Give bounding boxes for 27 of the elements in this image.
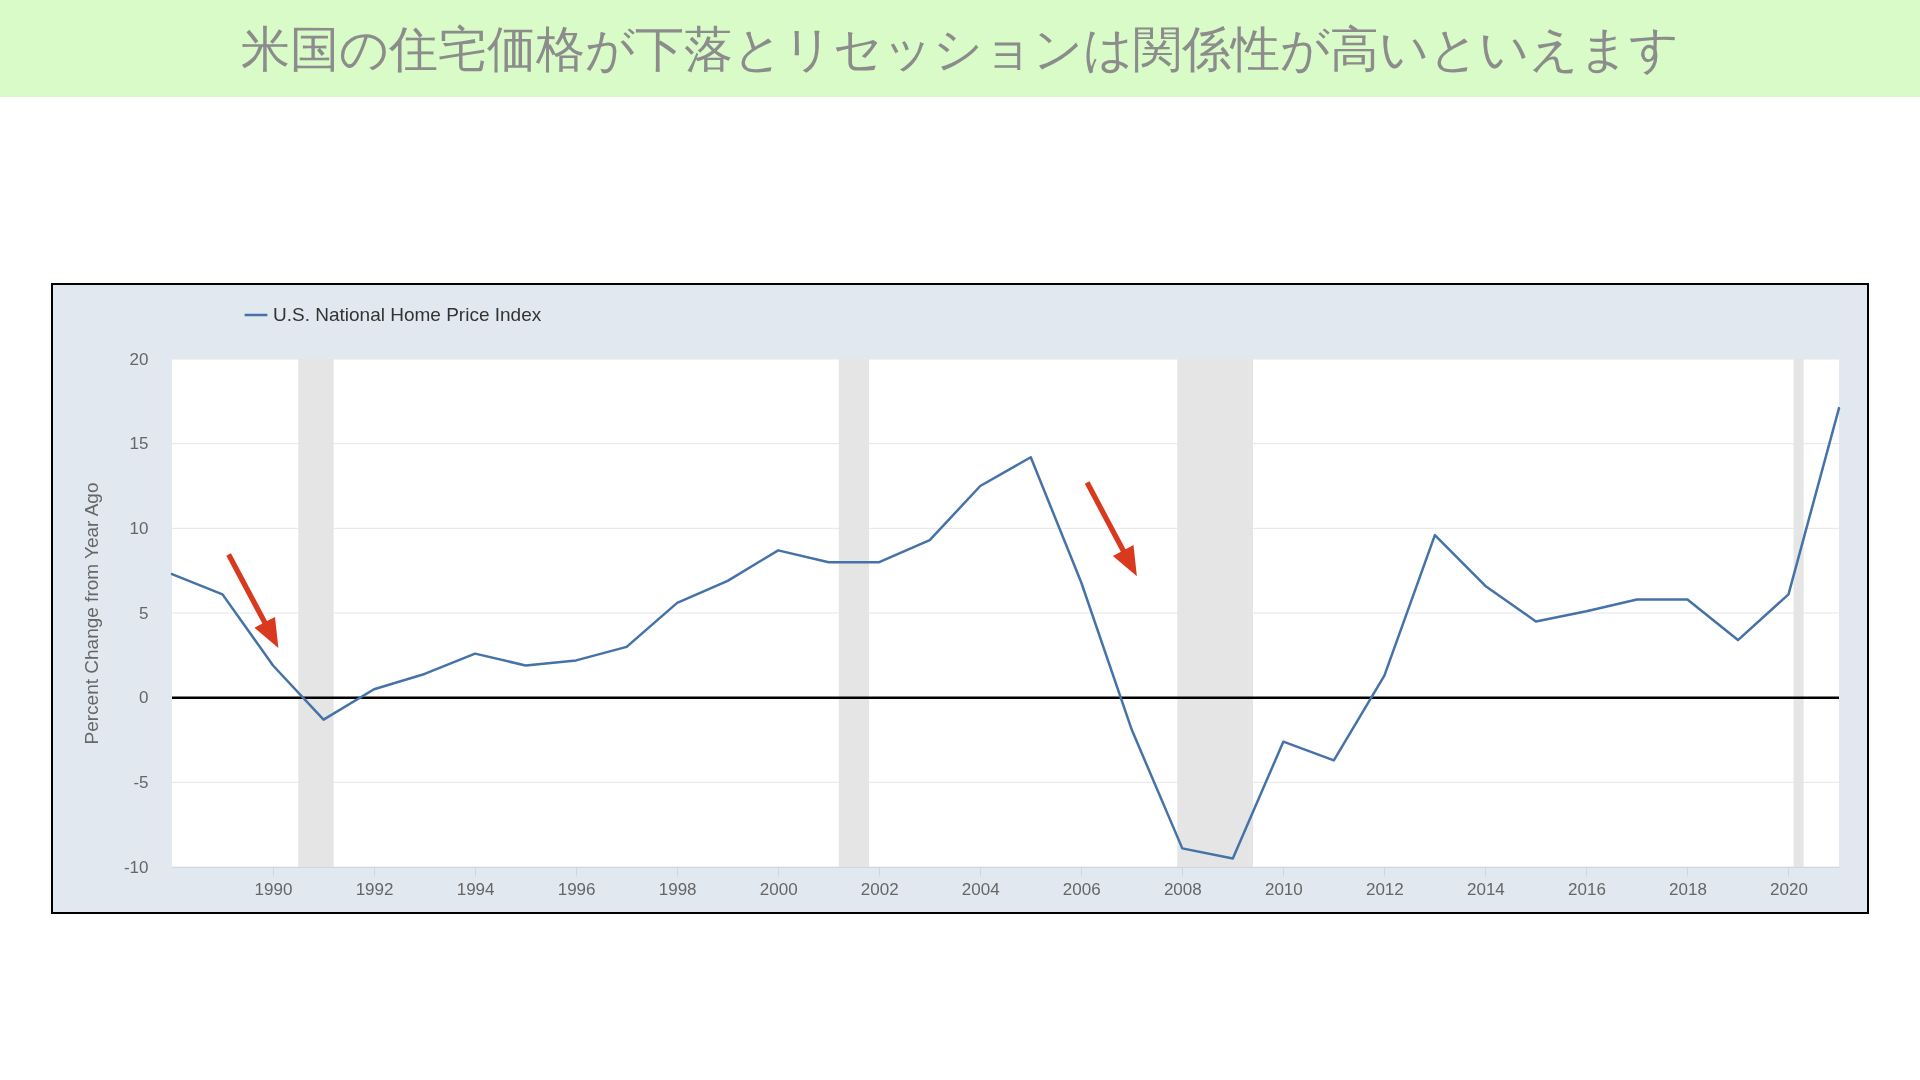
x-tick-label: 2012 [1365, 879, 1404, 899]
x-tick-label: 1996 [557, 879, 596, 899]
y-tick-label: 20 [129, 349, 149, 369]
x-tick-label: 2006 [1062, 879, 1101, 899]
x-tick-label: 1998 [658, 879, 697, 899]
x-tick-label: 1990 [254, 879, 293, 899]
y-axis-title: Percent Change from Year Ago [80, 482, 102, 745]
x-tick-label: 2008 [1163, 879, 1202, 899]
x-tick-label: 2004 [961, 879, 1000, 899]
x-tick-label: 2018 [1669, 879, 1707, 899]
x-tick-label: 2002 [860, 879, 899, 899]
y-tick-label: -10 [123, 857, 149, 877]
y-tick-label: 5 [139, 603, 149, 623]
x-tick-label: 1992 [355, 879, 394, 899]
x-tick-label: 2000 [759, 879, 798, 899]
y-tick-label: -5 [133, 772, 149, 792]
x-tick-label: 1994 [456, 879, 495, 899]
y-tick-label: 15 [129, 434, 149, 454]
legend-label: U.S. National Home Price Index [273, 304, 542, 325]
line-series [170, 406, 1841, 860]
x-tick-label: 2010 [1264, 879, 1303, 899]
x-tick-label: 2016 [1568, 879, 1606, 899]
x-tick-label: 2020 [1770, 879, 1808, 899]
chart-title: 米国の住宅価格が下落とリセッションは関係性が高いといえます [241, 21, 1679, 78]
y-tick-label: 0 [139, 688, 149, 708]
x-tick-label: 2014 [1466, 879, 1505, 899]
y-tick-label: 10 [129, 518, 149, 538]
